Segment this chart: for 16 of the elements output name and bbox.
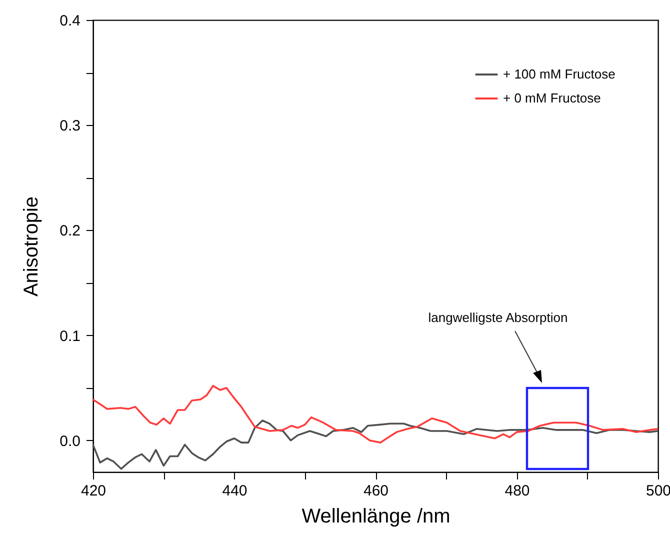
annotation: langwelligste Absorption [428, 310, 568, 325]
x-axis-title: Wellenlänge /nm [302, 506, 450, 528]
y-tick-label: 0.0 [60, 432, 80, 450]
x-tick-label: 440 [222, 482, 248, 500]
line-series [92, 384, 659, 444]
y-tick-label: 0.1 [60, 328, 80, 345]
y-tick-label: 0.2 [60, 222, 80, 240]
y-tick-label: 0.4 [60, 12, 80, 30]
line-series [92, 420, 659, 470]
x-tick-label: 420 [80, 482, 106, 500]
y-tick-label: 0.3 [60, 118, 80, 135]
x-tick-label: 460 [363, 482, 389, 500]
legend-label: + 0 mM Fructose [503, 90, 601, 106]
y-axis-title: Anisotropie [20, 196, 43, 297]
x-tick-label: 480 [504, 482, 530, 500]
legend-label: + 100 mM Fructose [503, 66, 616, 82]
